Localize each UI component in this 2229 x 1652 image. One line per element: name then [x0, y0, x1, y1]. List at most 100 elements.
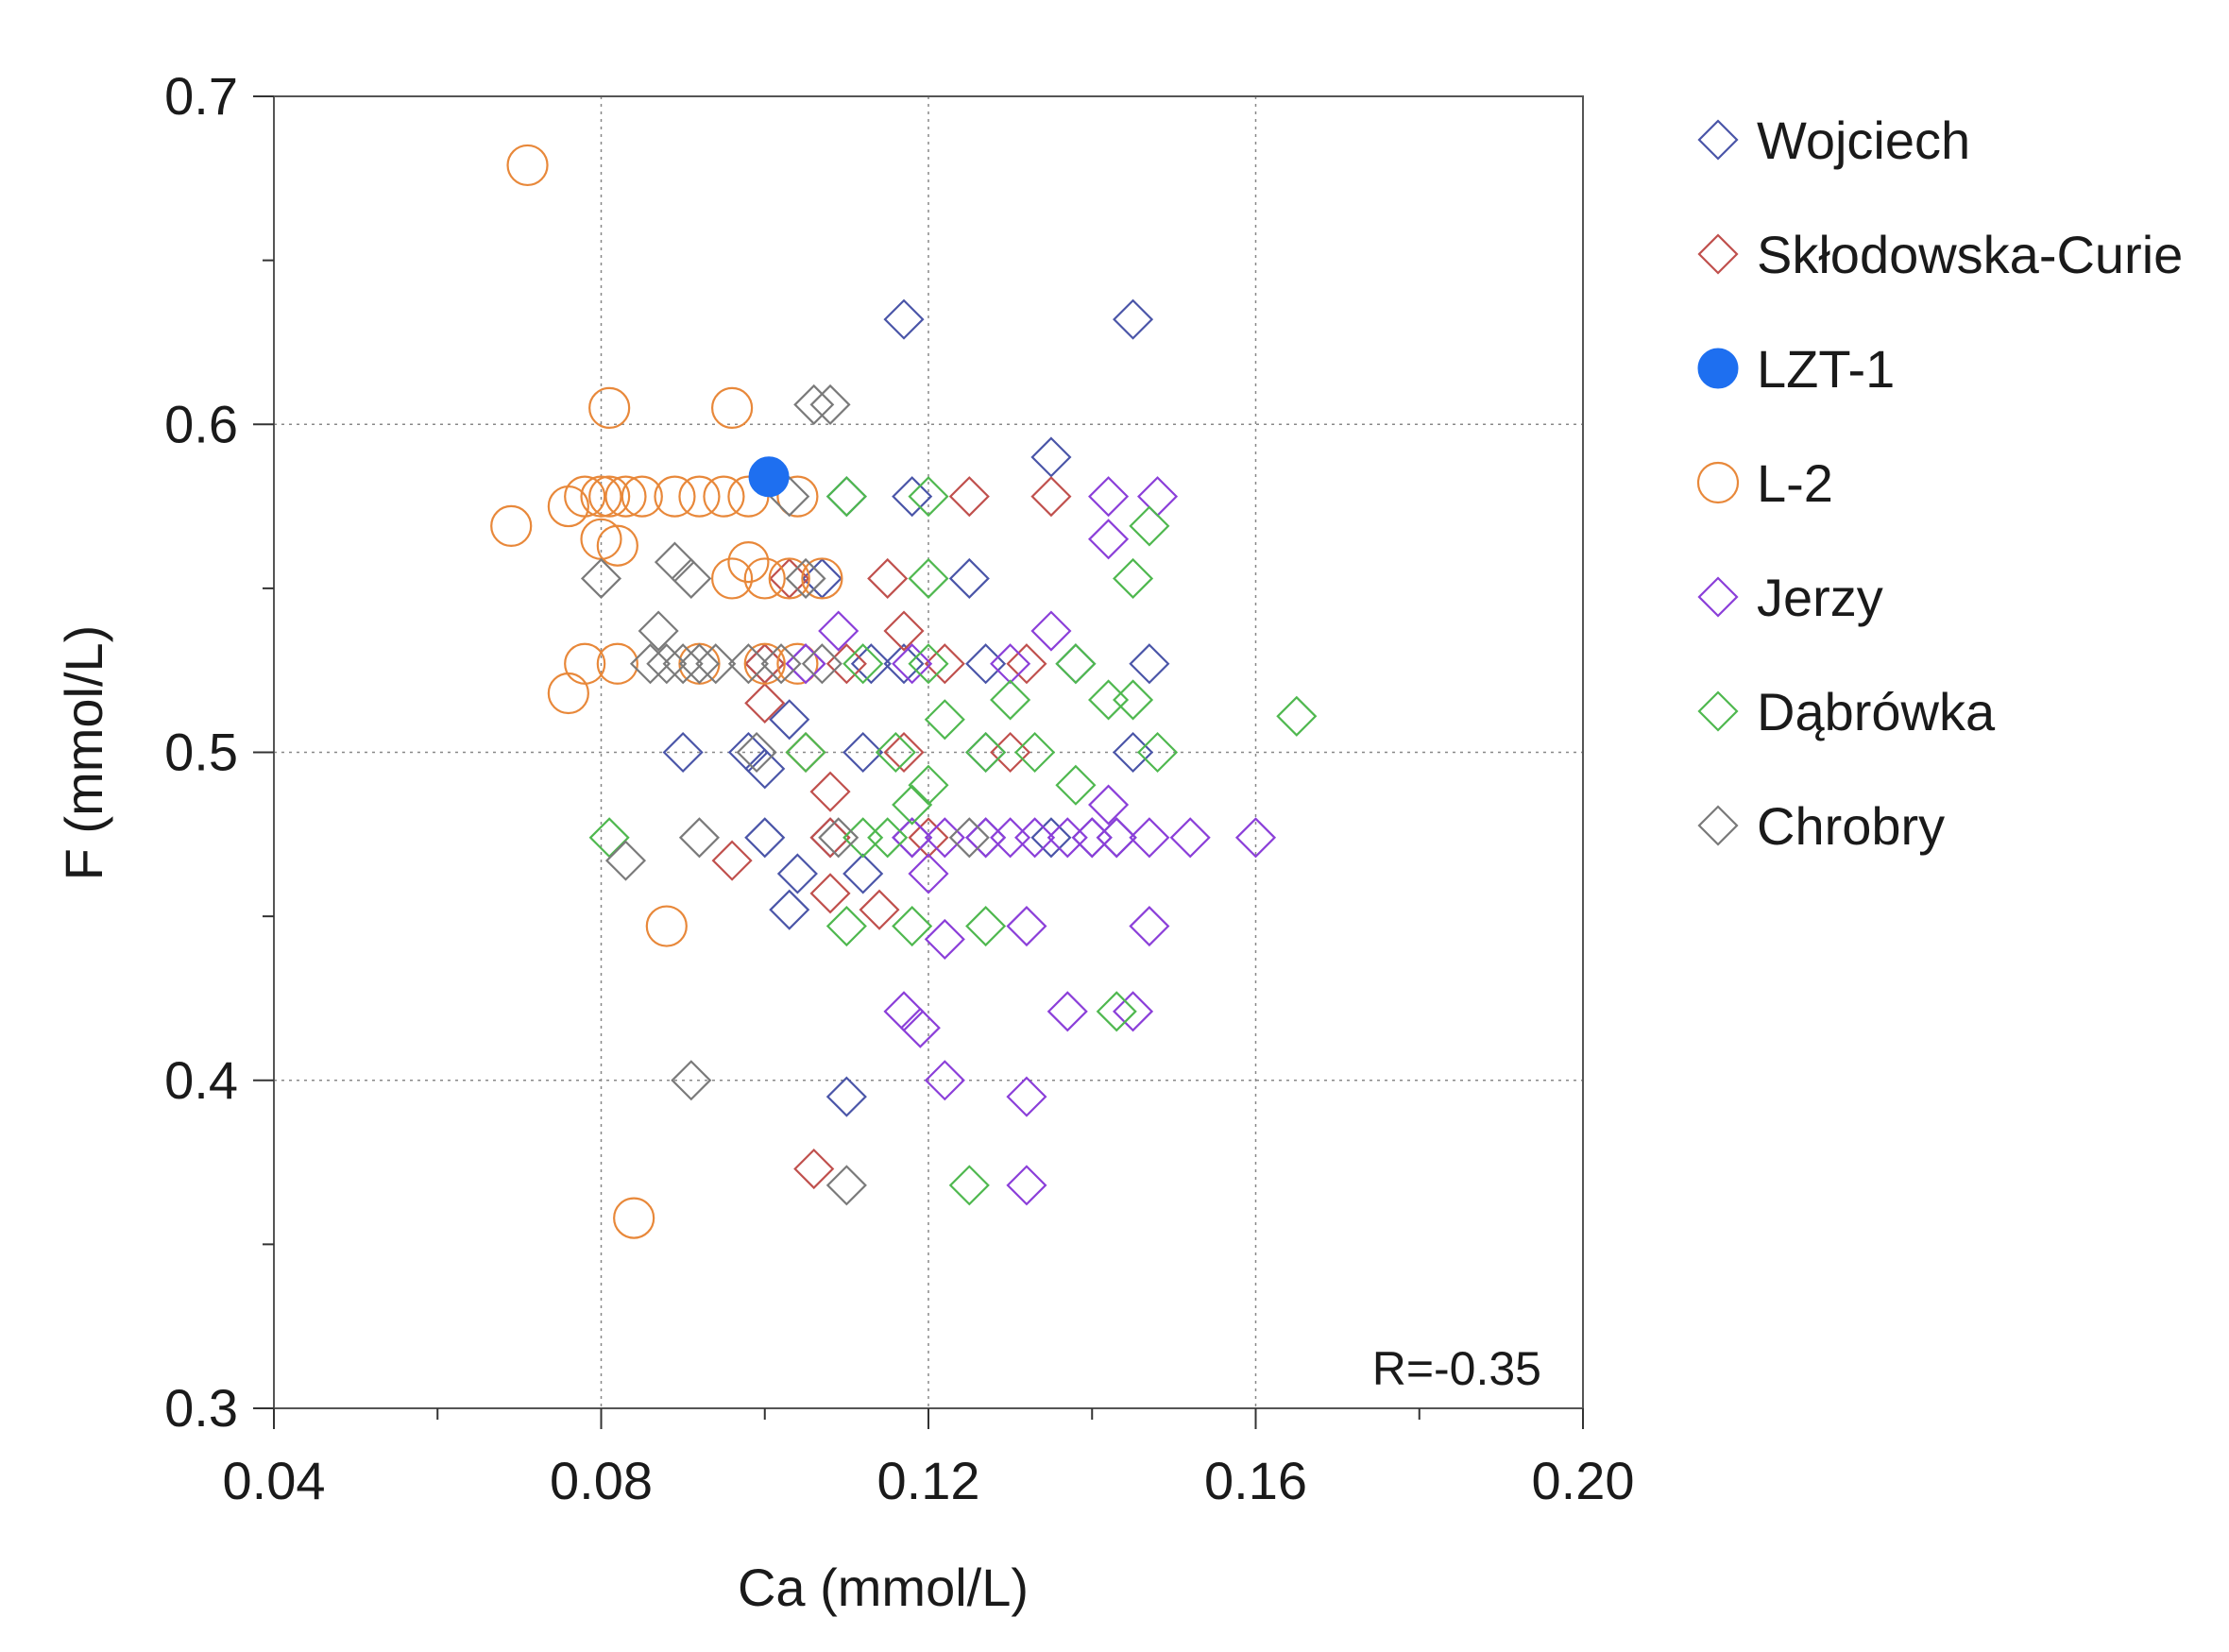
data-point-d-br-wka	[1055, 643, 1097, 685]
data-point-sk-odowska-curie	[711, 840, 753, 881]
data-point-d-br-wka	[1088, 679, 1130, 721]
data-point-d-br-wka	[1113, 679, 1154, 721]
data-point-jerzy	[1113, 991, 1154, 1032]
data-point-l-2	[564, 475, 606, 518]
data-point-l-2	[710, 386, 754, 429]
data-point-wojciech	[825, 1076, 867, 1117]
series-d-br-wka	[588, 476, 1318, 1206]
data-point-jerzy	[1030, 610, 1072, 652]
data-point-wojciech	[1030, 436, 1072, 478]
data-point-chrobry	[604, 840, 647, 881]
data-point-jerzy	[1006, 905, 1047, 947]
data-point-chrobry	[646, 643, 688, 685]
data-point-d-br-wka	[785, 731, 826, 774]
correlation-annotation: R=-0.35	[1372, 1342, 1541, 1395]
legend-marker-wojciech	[1697, 119, 1739, 161]
series-sk-odowska-curie	[711, 476, 1072, 1190]
data-point-l-2	[645, 905, 688, 947]
legend-item-lzt-1: LZT-1	[1697, 339, 1895, 399]
legend-label-lzt-1: LZT-1	[1757, 339, 1895, 399]
data-point-jerzy	[1088, 476, 1130, 518]
legend-marker-sk-odowska-curie	[1697, 233, 1739, 275]
data-point-d-br-wka	[908, 557, 949, 600]
data-point-l-2	[703, 475, 745, 518]
data-point-d-br-wka	[1014, 731, 1056, 774]
data-point-chrobry	[727, 643, 769, 685]
data-point-l-2	[490, 504, 533, 547]
y-tick-label: 0.7	[164, 66, 238, 126]
data-point-wojciech	[744, 817, 786, 859]
data-point-d-br-wka	[908, 643, 949, 685]
data-point-chrobry	[785, 557, 826, 600]
data-point-wojciech	[1129, 643, 1170, 685]
legend-marker-jerzy	[1697, 576, 1739, 618]
data-point-sk-odowska-curie	[809, 771, 851, 812]
x-tick-label: 0.04	[223, 1451, 326, 1510]
data-point-jerzy	[990, 817, 1031, 859]
data-point-wojciech	[965, 817, 1007, 859]
data-point-jerzy	[924, 918, 965, 960]
data-point-l-2	[768, 557, 810, 600]
legend-item-wojciech: Wojciech	[1697, 111, 1970, 170]
data-point-chrobry	[671, 1060, 712, 1101]
x-tick-label: 0.16	[1204, 1451, 1307, 1510]
data-point-d-br-wka	[842, 643, 884, 685]
data-point-sk-odowska-curie	[883, 731, 925, 774]
grid-lines	[274, 96, 1583, 1408]
data-point-l-2	[743, 642, 786, 685]
data-point-chrobry	[736, 731, 777, 774]
series-jerzy	[785, 476, 1277, 1206]
data-point-wojciech	[842, 853, 884, 894]
legend-label-l-2: L-2	[1757, 453, 1833, 513]
data-point-sk-odowska-curie	[883, 610, 925, 652]
data-point-jerzy	[1234, 817, 1277, 859]
data-point-jerzy	[1169, 817, 1211, 859]
data-point-jerzy	[1096, 817, 1137, 859]
legend-label-d-br-wka: Dąbrówka	[1757, 682, 1996, 741]
data-point-chrobry	[760, 643, 802, 685]
data-point-d-br-wka	[924, 699, 965, 741]
data-point-jerzy	[924, 1060, 965, 1101]
legend-item-d-br-wka: Dąbrówka	[1697, 682, 1996, 741]
data-point-l-2	[776, 642, 819, 685]
data-point-d-br-wka	[825, 905, 867, 947]
data-point-chrobry	[801, 643, 842, 685]
data-point-d-br-wka	[1276, 695, 1318, 737]
legend-item-chrobry: Chrobry	[1697, 796, 1945, 856]
data-point-wojciech	[948, 557, 990, 600]
data-point-jerzy	[899, 1007, 941, 1048]
axes: 0.04 0.08 0.12 0.16 0.20 0.3 0.4 0.5 0.6 0.7	[164, 66, 1634, 1510]
legend-marker-lzt-1	[1697, 348, 1739, 389]
data-point-l-2	[727, 540, 770, 584]
data-point-d-br-wka	[1136, 731, 1179, 774]
data-point-wojciech	[776, 853, 818, 894]
data-point-wojciech	[892, 476, 933, 518]
data-point-jerzy	[908, 853, 949, 894]
data-point-chrobry	[629, 643, 672, 685]
data-point-d-br-wka	[965, 731, 1007, 774]
data-point-d-br-wka	[825, 476, 867, 518]
data-point-wojciech	[1071, 817, 1113, 859]
y-tick-label: 0.3	[164, 1378, 238, 1438]
data-point-jerzy	[1088, 519, 1130, 560]
data-point-chrobry	[809, 383, 851, 425]
legend-item-l-2: L-2	[1696, 453, 1833, 513]
data-point-wojciech	[785, 643, 826, 685]
data-point-jerzy	[1136, 476, 1179, 518]
data-point-l-2	[776, 475, 819, 518]
data-point-wojciech	[1030, 817, 1072, 859]
data-point-d-br-wka	[1055, 764, 1097, 806]
y-tick-label: 0.6	[164, 394, 238, 453]
legend-label-jerzy: Jerzy	[1757, 568, 1883, 627]
data-point-jerzy	[965, 817, 1007, 859]
data-point-l-2	[621, 475, 663, 518]
series-chrobry	[580, 383, 990, 1206]
data-point-lzt-1	[748, 456, 790, 498]
data-point-jerzy	[1006, 1165, 1047, 1206]
data-point-chrobry	[793, 383, 835, 425]
x-tick-label: 0.20	[1532, 1451, 1635, 1510]
data-point-sk-odowska-curie	[793, 1148, 835, 1190]
data-point-l-2	[596, 524, 638, 567]
data-point-l-2	[678, 475, 721, 518]
